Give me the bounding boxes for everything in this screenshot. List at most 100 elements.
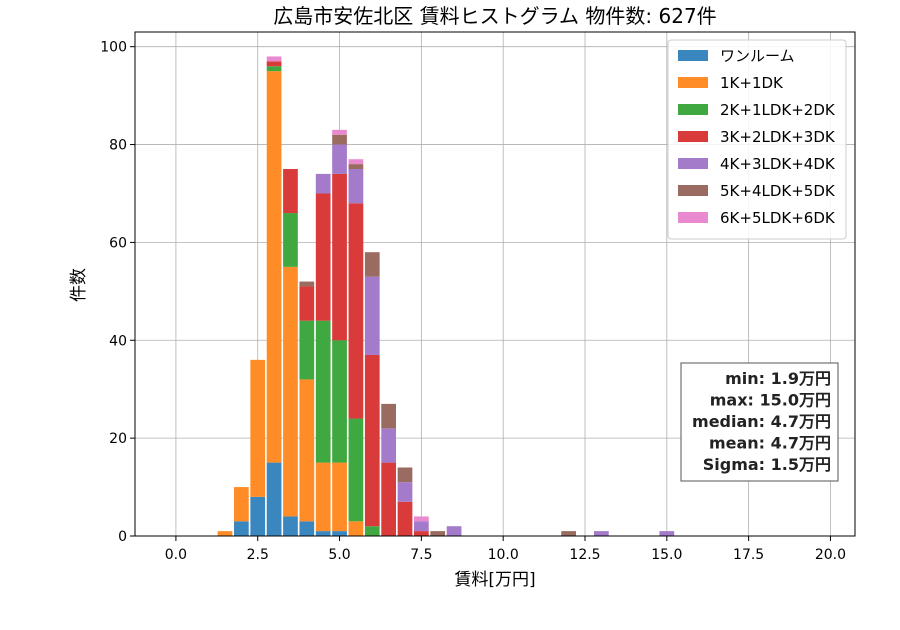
bar-series-3-bin-6 (315, 193, 331, 321)
bar-series-3-bin-9 (364, 354, 380, 527)
x-tick-label-5: 12.5 (569, 547, 600, 563)
bar-series-5-bin-5 (299, 281, 315, 287)
bar-series-2-bin-8 (348, 418, 364, 522)
y-tick-label-3: 60 (109, 235, 127, 251)
bar-series-2-bin-6 (315, 320, 331, 463)
bar-series-0-bin-7 (332, 531, 347, 536)
legend-swatch-6 (678, 212, 708, 223)
legend-label-3: 3K+2LDK+3DK (720, 128, 836, 146)
bar-series-2-bin-4 (283, 213, 298, 267)
bar-series-2-bin-3 (266, 66, 282, 72)
y-tick-label-4: 80 (109, 138, 127, 154)
legend-label-1: 1K+1DK (720, 74, 784, 92)
bar-series-4-bin-6 (315, 173, 331, 194)
y-tick-label-0: 0 (118, 529, 127, 545)
legend: ワンルーム 1K+1DK 2K+1LDK+2DK 3K+2LDK+3DK 4K+3LDK… (667, 39, 847, 240)
legend-swatch-2 (678, 104, 708, 115)
legend-swatch-1 (678, 77, 708, 88)
bar-series-5-bin-8 (348, 164, 364, 170)
bar-series-1-bin-3 (266, 71, 282, 463)
bar-series-3-bin-10 (381, 462, 396, 536)
y-tick-label-2: 40 (109, 333, 127, 349)
bar-series-3-bin-8 (348, 203, 364, 419)
legend-swatch-4 (678, 158, 708, 169)
bar-series-5-bin-13 (430, 531, 446, 536)
bar-series-0-bin-4 (283, 516, 298, 536)
bar-series-0-bin-3 (266, 462, 282, 536)
x-tick-label-2: 5.0 (328, 547, 350, 563)
bar-series-4-bin-9 (364, 276, 380, 355)
stats-line-3: mean: 4.7万円 (709, 434, 831, 453)
bar-series-5-bin-10 (381, 403, 396, 429)
x-tick-label-4: 10.0 (488, 547, 519, 563)
bar-series-1-bin-2 (250, 359, 266, 497)
bar-series-3-bin-3 (266, 61, 282, 67)
bar-series-1-bin-4 (283, 266, 298, 517)
stats-box: min: 1.9万円 max: 15.0万円 median: 4.7万円 mean: … (680, 362, 839, 482)
bar-series-2-bin-9 (364, 526, 380, 536)
x-tick-label-1: 2.5 (247, 547, 269, 563)
bar-series-3-bin-12 (414, 531, 429, 536)
plot-frame (134, 31, 856, 537)
stats-line-1: max: 15.0万円 (710, 391, 831, 410)
legend-label-4: 4K+3LDK+4DK (720, 155, 836, 173)
y-tick-label-1: 20 (109, 431, 127, 447)
bar-series-4-bin-8 (348, 169, 364, 204)
x-tick-label-0: 0.0 (165, 547, 187, 563)
bar-series-0-bin-2 (250, 496, 266, 536)
legend-swatch-0 (678, 50, 708, 61)
chart-title: 広島市安佐北区 賃料ヒストグラム 物件数: 627件 (273, 4, 716, 28)
legend-swatch-5 (678, 185, 708, 196)
bar-series-6-bin-12 (414, 516, 429, 522)
bar-series-5-bin-7 (332, 134, 347, 145)
bar-series-4-bin-17 (659, 531, 675, 536)
legend-label-5: 5K+4LDK+5DK (720, 182, 836, 200)
bar-series-5-bin-11 (397, 467, 413, 483)
bar-series-1-bin-0 (217, 531, 233, 536)
bar-series-3-bin-5 (299, 286, 315, 321)
stats-line-4: Sigma: 1.5万円 (703, 455, 831, 474)
bar-series-0-bin-6 (315, 531, 331, 536)
bar-series-3-bin-7 (332, 173, 347, 341)
x-tick-label-7: 17.5 (733, 547, 764, 563)
bar-series-4-bin-12 (414, 521, 429, 532)
bar-series-4-bin-11 (397, 482, 413, 502)
bar-series-2-bin-5 (299, 320, 315, 380)
bar-series-1-bin-6 (315, 462, 331, 532)
bar-series-4-bin-7 (332, 144, 347, 174)
x-tick-label-8: 20.0 (815, 547, 846, 563)
stats-line-0: min: 1.9万円 (725, 369, 831, 388)
bar-series-6-bin-7 (332, 129, 347, 135)
stats-frame (680, 362, 839, 482)
bar-series-0-bin-1 (234, 521, 249, 536)
bar-series-4-bin-14 (446, 526, 462, 536)
bar-series-4-bin-10 (381, 428, 396, 463)
legend-label-6: 6K+5LDK+6DK (720, 209, 836, 227)
legend-frame (667, 39, 847, 240)
bar-series-1-bin-1 (234, 487, 249, 522)
bar-series-5-bin-15 (561, 531, 576, 536)
y-tick-label-5: 100 (100, 40, 127, 56)
bar-series-3-bin-4 (283, 169, 298, 214)
x-axis-label: 賃料[万円] (454, 570, 535, 590)
bar-series-2-bin-7 (332, 340, 347, 463)
y-axis-label: 件数 (69, 268, 89, 302)
ticks-layer: 0.0 2.5 5.0 7.5 10.0 12.5 15.0 17.5 20.0 0 20 40 60 8… (100, 40, 846, 563)
legend-swatch-3 (678, 131, 708, 142)
bar-series-3-bin-11 (397, 501, 413, 536)
bar-series-1-bin-5 (299, 379, 315, 522)
bar-series-5-bin-9 (364, 252, 380, 277)
stats-line-2: median: 4.7万円 (692, 412, 831, 431)
x-tick-label-3: 7.5 (410, 547, 432, 563)
bar-series-6-bin-8 (348, 159, 364, 165)
bar-series-0-bin-5 (299, 521, 315, 536)
bars-layer (217, 56, 675, 536)
bar-series-1-bin-8 (348, 521, 364, 536)
bar-series-1-bin-7 (332, 462, 347, 532)
legend-label-0: ワンルーム (720, 47, 795, 65)
bar-series-4-bin-16 (594, 531, 609, 536)
bar-series-6-bin-3 (266, 56, 282, 62)
legend-label-2: 2K+1LDK+2DK (720, 101, 836, 119)
x-tick-label-6: 15.0 (651, 547, 682, 563)
